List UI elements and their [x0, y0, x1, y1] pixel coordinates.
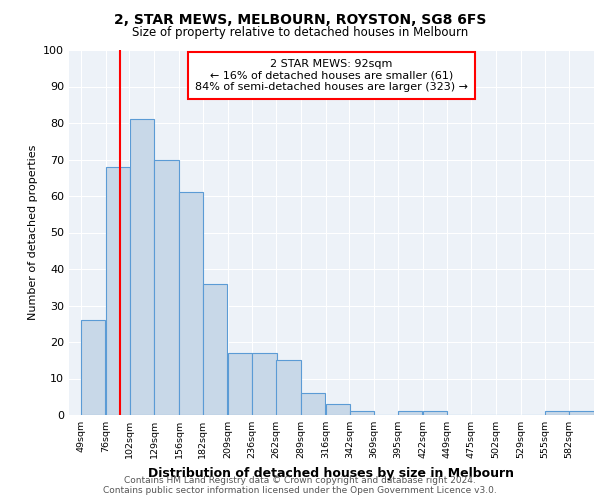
Bar	[423, 412, 447, 415]
Bar	[130, 120, 154, 415]
Bar	[106, 167, 130, 415]
Bar	[179, 192, 203, 415]
Text: Contains HM Land Registry data © Crown copyright and database right 2024.: Contains HM Land Registry data © Crown c…	[124, 476, 476, 485]
X-axis label: Distribution of detached houses by size in Melbourn: Distribution of detached houses by size …	[149, 466, 515, 479]
Text: 2, STAR MEWS, MELBOURN, ROYSTON, SG8 6FS: 2, STAR MEWS, MELBOURN, ROYSTON, SG8 6FS	[114, 12, 486, 26]
Bar	[253, 353, 277, 415]
Bar	[301, 393, 325, 415]
Bar	[350, 412, 374, 415]
Bar	[326, 404, 350, 415]
Bar	[569, 412, 594, 415]
Bar	[81, 320, 106, 415]
Bar	[228, 353, 252, 415]
Bar	[154, 160, 179, 415]
Text: Size of property relative to detached houses in Melbourn: Size of property relative to detached ho…	[132, 26, 468, 39]
Text: 2 STAR MEWS: 92sqm
← 16% of detached houses are smaller (61)
84% of semi-detache: 2 STAR MEWS: 92sqm ← 16% of detached hou…	[195, 59, 468, 92]
Bar	[203, 284, 227, 415]
Bar	[545, 412, 569, 415]
Y-axis label: Number of detached properties: Number of detached properties	[28, 145, 38, 320]
Bar	[398, 412, 422, 415]
Text: Contains public sector information licensed under the Open Government Licence v3: Contains public sector information licen…	[103, 486, 497, 495]
Bar	[276, 360, 301, 415]
